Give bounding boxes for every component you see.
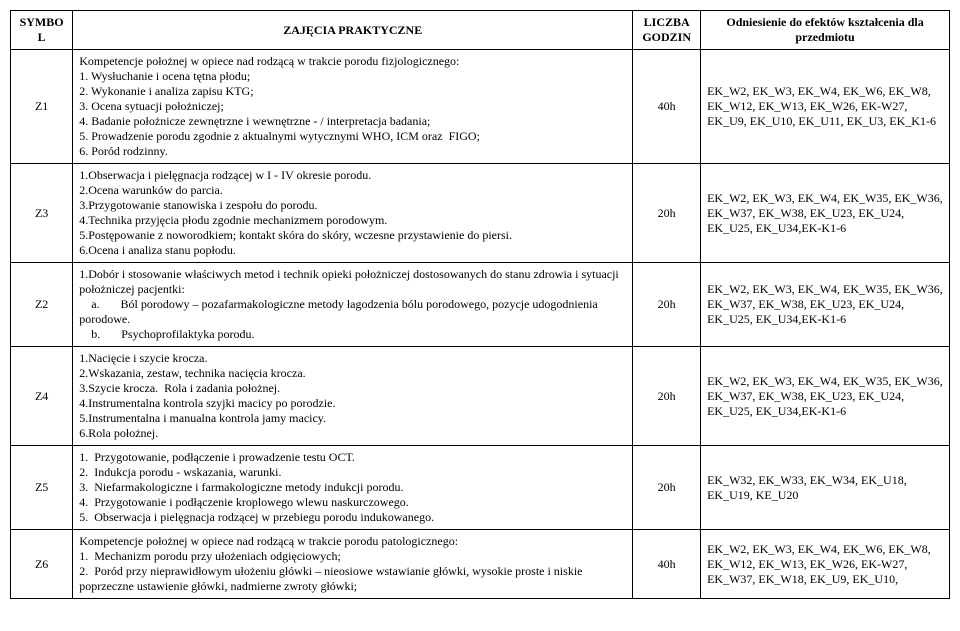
cell-effects: EK_W2, EK_W3, EK_W4, EK_W6, EK_W8, EK_W1… xyxy=(701,530,950,599)
cell-effects: EK_W2, EK_W3, EK_W4, EK_W6, EK_W8, EK_W1… xyxy=(701,50,950,164)
cell-hours: 20h xyxy=(633,347,701,446)
cell-effects: EK_W32, EK_W33, EK_W34, EK_U18, EK_U19, … xyxy=(701,446,950,530)
table-row: Z21.Dobór i stosowanie właściwych metod … xyxy=(11,263,950,347)
cell-hours: 40h xyxy=(633,530,701,599)
cell-content: 1.Dobór i stosowanie właściwych metod i … xyxy=(73,263,633,347)
table-row: Z6Kompetencje położnej w opiece nad rodz… xyxy=(11,530,950,599)
cell-content: 1.Nacięcie i szycie krocza. 2.Wskazania,… xyxy=(73,347,633,446)
cell-symbol: Z3 xyxy=(11,164,73,263)
cell-symbol: Z1 xyxy=(11,50,73,164)
table-row: Z51. Przygotowanie, podłączenie i prowad… xyxy=(11,446,950,530)
cell-effects: EK_W2, EK_W3, EK_W4, EK_W35, EK_W36, EK_… xyxy=(701,164,950,263)
cell-content: Kompetencje położnej w opiece nad rodząc… xyxy=(73,50,633,164)
cell-hours: 20h xyxy=(633,164,701,263)
header-content: ZAJĘCIA PRAKTYCZNE xyxy=(73,11,633,50)
cell-effects: EK_W2, EK_W3, EK_W4, EK_W35, EK_W36, EK_… xyxy=(701,263,950,347)
header-hours: LICZBA GODZIN xyxy=(633,11,701,50)
cell-effects: EK_W2, EK_W3, EK_W4, EK_W35, EK_W36, EK_… xyxy=(701,347,950,446)
cell-symbol: Z4 xyxy=(11,347,73,446)
cell-content: 1. Przygotowanie, podłączenie i prowadze… xyxy=(73,446,633,530)
table-row: Z41.Nacięcie i szycie krocza. 2.Wskazani… xyxy=(11,347,950,446)
cell-hours: 20h xyxy=(633,446,701,530)
cell-content: Kompetencje położnej w opiece nad rodząc… xyxy=(73,530,633,599)
cell-symbol: Z2 xyxy=(11,263,73,347)
cell-content: 1.Obserwacja i pielęgnacja rodzącej w I … xyxy=(73,164,633,263)
header-symbol: SYMBOL xyxy=(11,11,73,50)
header-effects: Odniesienie do efektów kształcenia dla p… xyxy=(701,11,950,50)
table-row: Z31.Obserwacja i pielęgnacja rodzącej w … xyxy=(11,164,950,263)
practical-classes-table: SYMBOL ZAJĘCIA PRAKTYCZNE LICZBA GODZIN … xyxy=(10,10,950,599)
table-row: Z1Kompetencje położnej w opiece nad rodz… xyxy=(11,50,950,164)
cell-hours: 20h xyxy=(633,263,701,347)
cell-symbol: Z6 xyxy=(11,530,73,599)
header-row: SYMBOL ZAJĘCIA PRAKTYCZNE LICZBA GODZIN … xyxy=(11,11,950,50)
cell-symbol: Z5 xyxy=(11,446,73,530)
cell-hours: 40h xyxy=(633,50,701,164)
